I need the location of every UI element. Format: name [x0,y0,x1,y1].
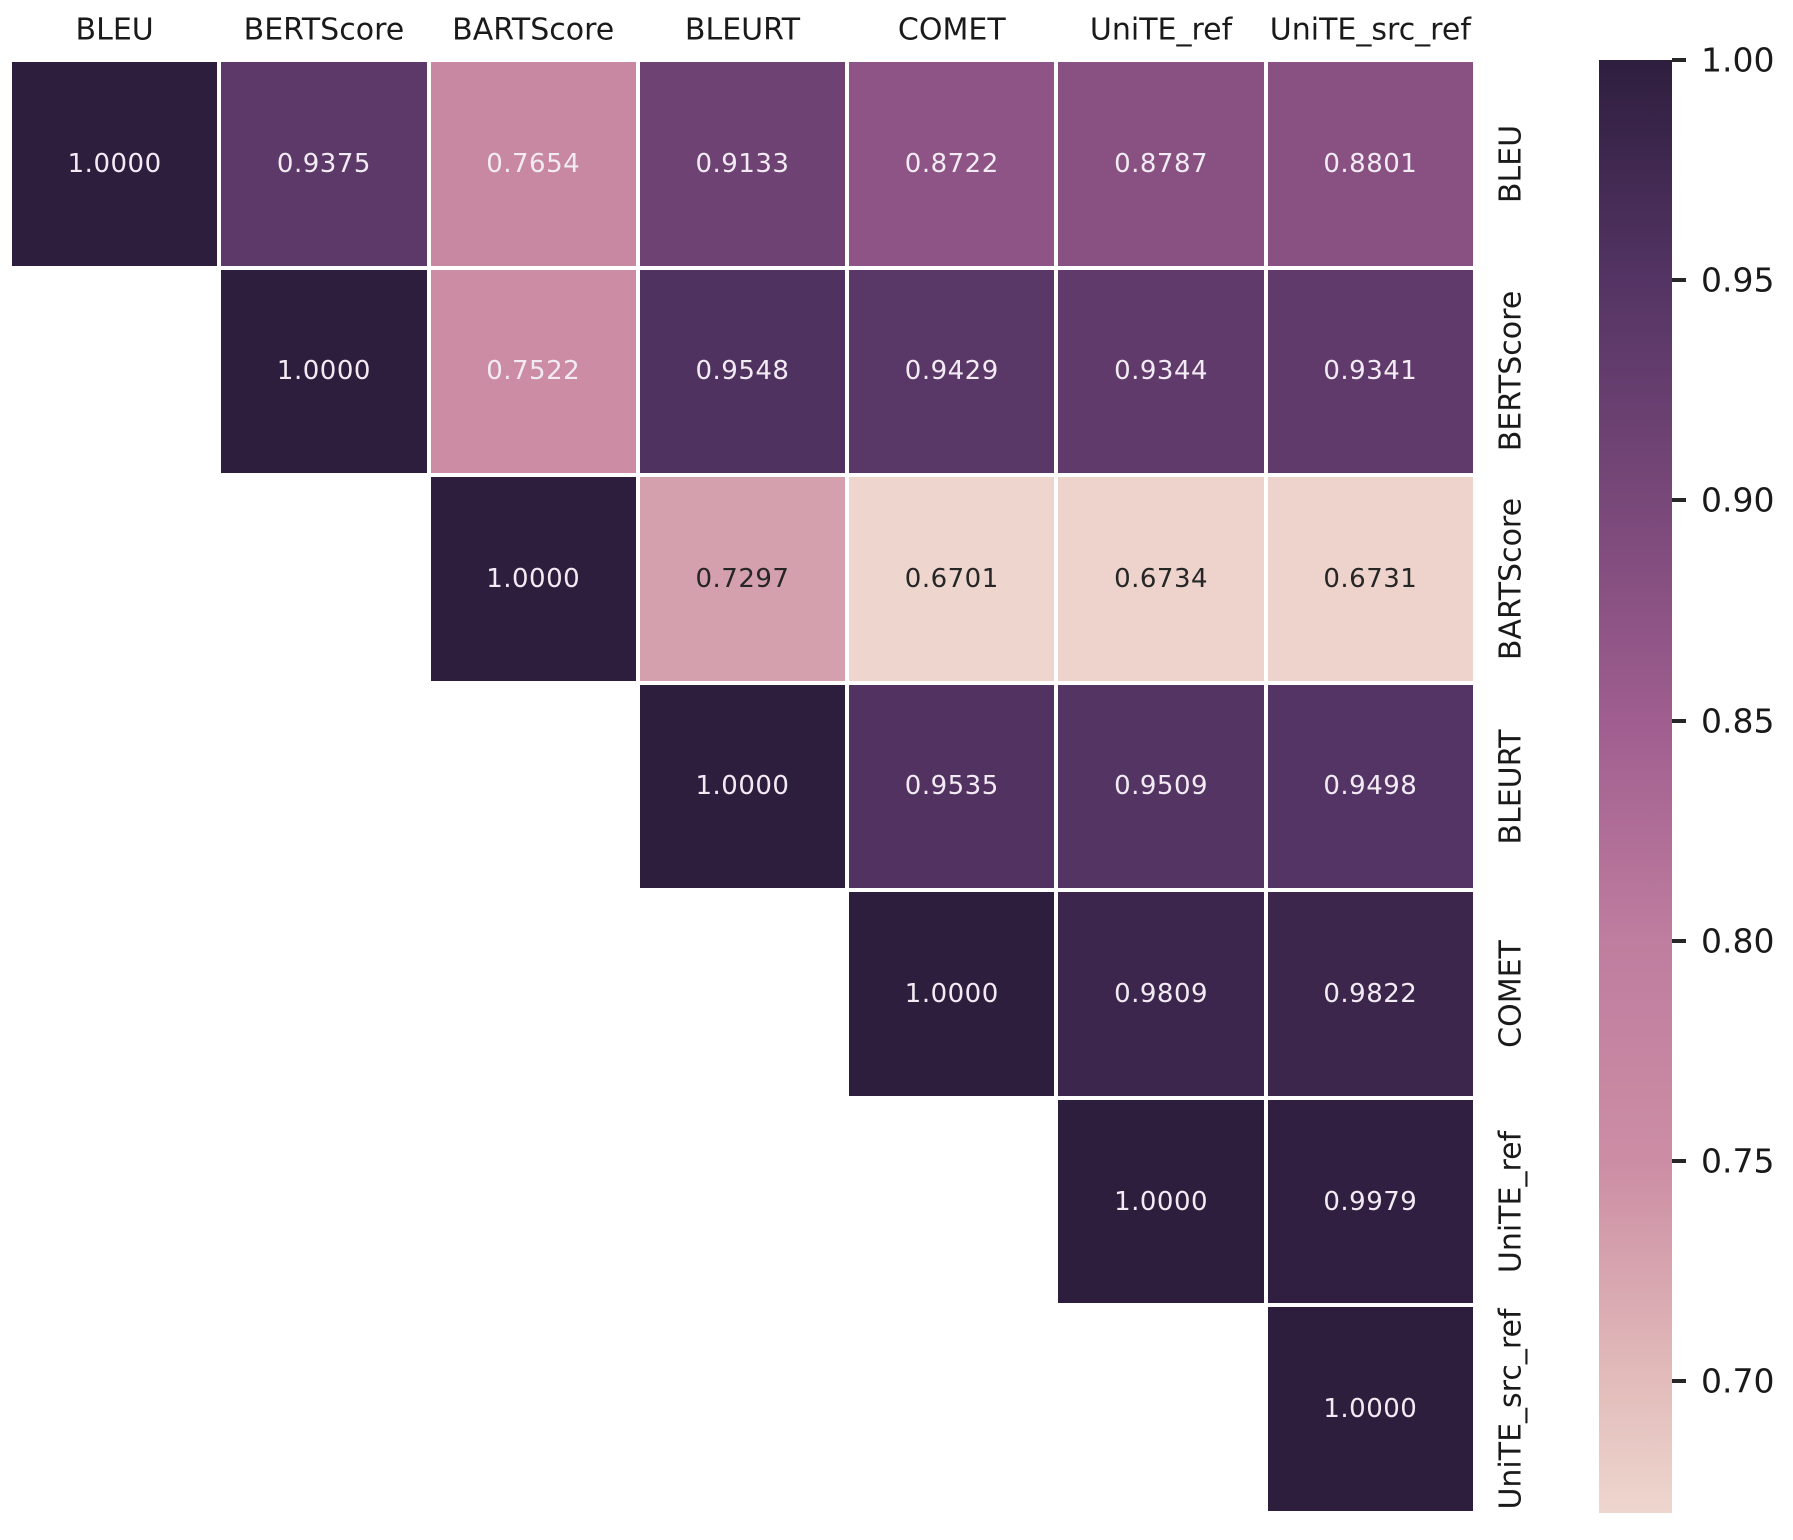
heatmap-cell: 1.0000 [221,269,427,474]
colorbar-tick-label: 1.00 [1701,40,1775,80]
heatmap-cell: 0.9429 [849,269,1055,474]
column-header-BERTScore: BERTScore [243,12,405,48]
cell-value: 0.9822 [1323,979,1418,1010]
colorbar-tick-label: 0.95 [1701,260,1775,300]
colorbar [1599,60,1672,1513]
row-label-UniTE_src_ref: UniTE_src_ref [1493,1308,1529,1510]
cell-value: 0.7654 [486,148,581,179]
row-label-BLEU: BLEU [1493,124,1529,203]
heatmap-cell: 0.6701 [849,477,1055,681]
cell-value: 1.0000 [67,148,162,179]
cell-value: 0.7522 [486,356,581,387]
cell-value: 0.9509 [1114,771,1209,802]
cell-value: 1.0000 [276,356,371,387]
cell-value: 0.9133 [695,148,790,179]
heatmap-cell: 0.9809 [1058,892,1264,1096]
cell-value: 0.9548 [695,356,790,387]
cell-value: 0.9498 [1323,771,1418,802]
heatmap-cell: 1.0000 [430,477,636,681]
heatmap-cell: 0.9375 [221,62,427,266]
cell-value: 0.9979 [1323,1186,1418,1217]
heatmap-cell: 0.8801 [1267,62,1473,266]
colorbar-tick-label: 0.85 [1701,701,1775,741]
cell-value: 0.9341 [1323,356,1418,387]
cell-value: 0.9809 [1114,979,1209,1010]
heatmap-cell: 0.8722 [849,62,1055,266]
colorbar-tick-mark [1672,58,1686,62]
colorbar-tick-mark [1672,1379,1686,1384]
heatmap-cell: 0.8787 [1058,62,1264,266]
cell-value: 1.0000 [695,771,790,802]
column-header-BLEU: BLEU [75,12,154,48]
column-header-UniTE_src_ref: UniTE_src_ref [1269,12,1471,48]
heatmap-cell: 0.9535 [849,684,1055,889]
cell-value: 1.0000 [904,979,999,1010]
column-header-UniTE_ref: UniTE_ref [1089,12,1233,48]
colorbar-tick-mark [1672,718,1686,723]
cell-value: 0.8722 [904,148,999,179]
heatmap-cell: 1.0000 [639,684,846,889]
colorbar-tick-label: 0.90 [1701,480,1775,520]
cell-value: 1.0000 [1323,1394,1418,1425]
row-label-BARTScore: BARTScore [1493,497,1529,660]
colorbar-tick-label: 0.80 [1701,921,1775,961]
column-header-BLEURT: BLEURT [684,12,801,48]
heatmap-cell: 1.0000 [1267,1307,1473,1511]
row-label-COMET: COMET [1493,940,1529,1048]
cell-value: 0.9535 [904,771,999,802]
cell-value: 0.8801 [1323,148,1418,179]
colorbar-tick-mark [1672,498,1686,503]
heatmap-cell: 0.9509 [1058,684,1264,889]
row-label-BERTScore: BERTScore [1493,291,1529,452]
heatmap-cell: 0.6731 [1267,477,1473,681]
colorbar-tick-label: 0.70 [1701,1361,1775,1401]
heatmap-cell: 0.9341 [1267,269,1473,474]
heatmap-cell: 1.0000 [849,892,1055,1096]
colorbar-tick-label: 0.75 [1701,1141,1775,1181]
heatmap-cell: 0.9133 [639,62,846,266]
cell-value: 0.9344 [1114,356,1209,387]
cell-value: 0.8787 [1114,148,1209,179]
heatmap-cell: 0.9822 [1267,892,1473,1096]
colorbar-tick-mark [1672,1159,1686,1164]
cell-value: 0.9429 [904,356,999,387]
heatmap-cell: 0.9979 [1267,1099,1473,1304]
heatmap-cell: 0.9548 [639,269,846,474]
cell-value: 1.0000 [486,563,581,594]
column-header-BARTScore: BARTScore [452,12,615,48]
row-label-BLEURT: BLEURT [1493,728,1529,845]
row-label-UniTE_ref: UniTE_ref [1493,1130,1529,1273]
heatmap-cell: 0.9344 [1058,269,1264,474]
heatmap-cell: 0.7522 [430,269,636,474]
cell-value: 0.6701 [904,563,999,594]
column-header-COMET: COMET [897,12,1006,48]
heatmap-cell: 0.7654 [430,62,636,266]
heatmap-cell: 0.7297 [639,477,846,681]
cell-value: 0.7297 [695,563,790,594]
colorbar-tick-mark [1672,278,1686,283]
cell-value: 0.6731 [1323,563,1418,594]
heatmap-cell: 0.6734 [1058,477,1264,681]
heatmap-cell: 1.0000 [12,62,218,266]
heatmap-cell: 0.9498 [1267,684,1473,889]
cell-value: 0.6734 [1114,563,1209,594]
cell-value: 1.0000 [1114,1186,1209,1217]
cell-value: 0.9375 [276,148,371,179]
colorbar-tick-mark [1672,938,1686,943]
heatmap-cell: 1.0000 [1058,1099,1264,1304]
